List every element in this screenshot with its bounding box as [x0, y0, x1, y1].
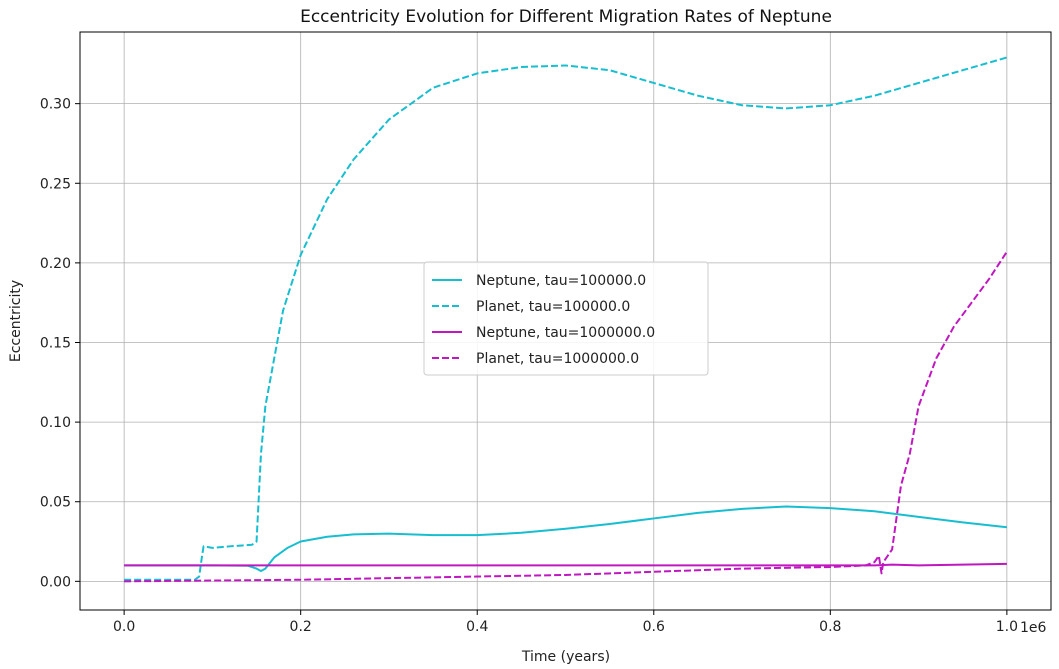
x-axis-label: Time (years)	[521, 649, 610, 665]
x-axis: 0.0 0.2 0.4 0.6 0.8 1.0	[113, 610, 1018, 635]
series-line-2	[124, 562, 1007, 567]
y-tick-label: 0.10	[40, 415, 71, 431]
series-line-3	[124, 251, 1008, 583]
x-tick-label: 0.2	[290, 619, 312, 635]
y-axis-label: Eccentricity	[8, 280, 24, 362]
chart-title: Eccentricity Evolution for Different Mig…	[300, 7, 832, 27]
y-tick-label: 0.15	[40, 335, 71, 351]
x-tick-label: 1.0	[996, 619, 1018, 635]
plot-area	[79, 31, 1052, 611]
series-group	[124, 56, 1008, 583]
y-tick-label: 0.30	[40, 97, 71, 113]
x-tick-label: 0.6	[643, 619, 665, 635]
y-tick-label: 0.20	[40, 256, 71, 272]
legend-box	[423, 261, 709, 376]
x-tick-label: 0.4	[466, 619, 488, 635]
y-tick-label: 0.25	[40, 176, 71, 192]
x-tick-label: 0.0	[113, 619, 135, 635]
legend-label-3: Planet, tau=1000000.0	[476, 351, 639, 367]
grid	[80, 32, 1051, 610]
x-tick-label: 0.8	[819, 619, 841, 635]
series-line-0	[124, 505, 1007, 572]
x-axis-offset-label: 1e6	[1020, 620, 1047, 636]
series-line-1	[124, 56, 1008, 581]
y-tick-label: 0.05	[40, 495, 71, 511]
y-tick-label: 0.00	[40, 574, 71, 590]
legend-label-0: Neptune, tau=100000.0	[476, 273, 646, 289]
legend: Neptune, tau=100000.0 Planet, tau=100000.…	[423, 261, 709, 376]
y-axis: 0.00 0.05 0.10 0.15 0.20 0.25 0.30	[40, 97, 80, 590]
legend-label-1: Planet, tau=100000.0	[476, 299, 630, 315]
legend-label-2: Neptune, tau=1000000.0	[476, 325, 655, 341]
